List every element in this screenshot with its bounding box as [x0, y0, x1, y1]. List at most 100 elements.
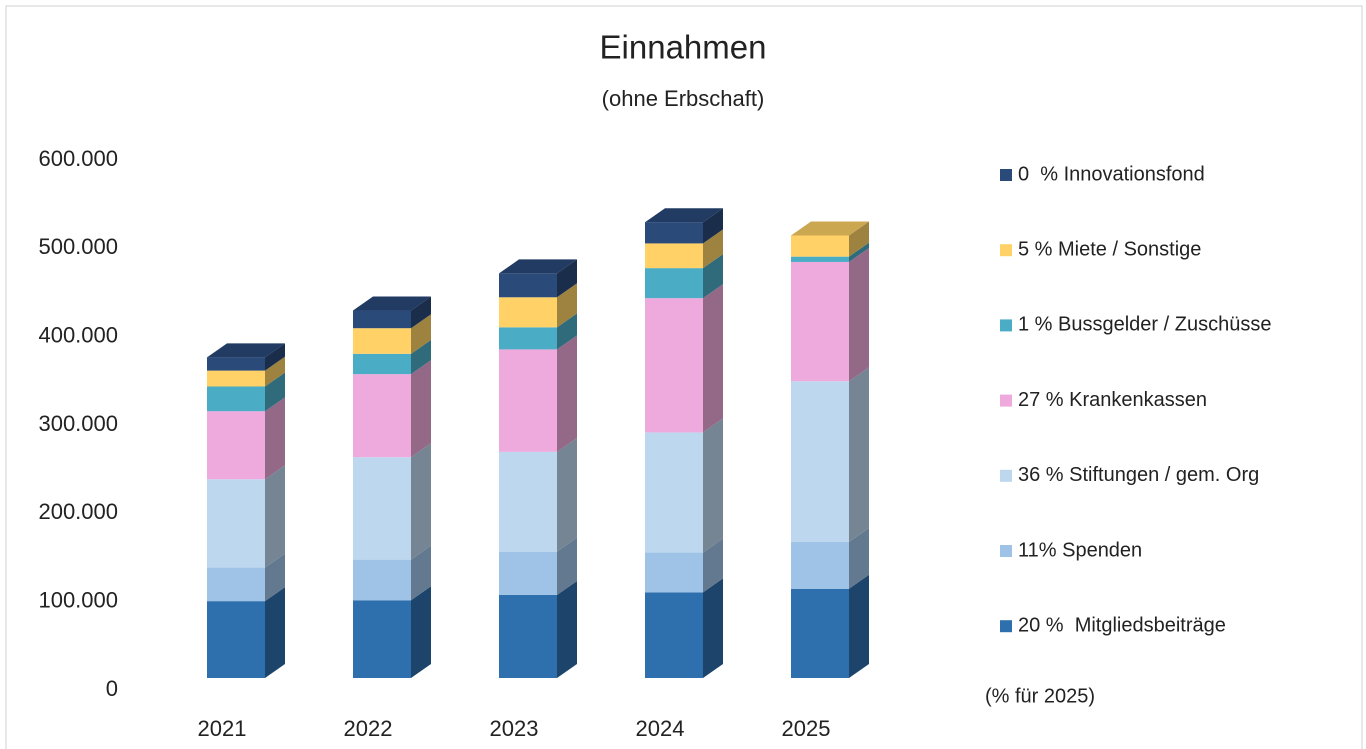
legend-note: (% für 2025) — [985, 685, 1095, 707]
bar-side — [703, 208, 723, 244]
bar-side — [411, 296, 431, 329]
bar-side — [411, 314, 431, 354]
bar-side — [703, 254, 723, 299]
y-tick-label: 200.000 — [38, 499, 118, 524]
bar-side — [703, 418, 723, 553]
bar-side — [411, 586, 431, 678]
bar-side — [849, 367, 869, 542]
bar-side — [849, 242, 869, 262]
bar-side — [557, 259, 577, 298]
bar-segment — [645, 432, 703, 553]
bar-side — [265, 343, 285, 371]
chart-subtitle: (ohne Erbschaft) — [602, 86, 765, 111]
x-tick-label: 2023 — [490, 716, 539, 741]
bar-top — [499, 259, 577, 274]
bar-segment — [207, 357, 265, 371]
legend-label: 1 % Bussgelder / Zuschüsse — [1018, 314, 1271, 336]
bar-side — [849, 574, 869, 678]
bar-segment — [791, 235, 849, 257]
y-tick-label: 600.000 — [38, 146, 118, 171]
y-tick-label: 400.000 — [38, 322, 118, 347]
x-tick-label: 2022 — [344, 716, 393, 741]
bar-top — [645, 208, 723, 223]
bar-side — [849, 527, 869, 589]
x-tick-label: 2025 — [782, 716, 831, 741]
bar-segment — [791, 256, 849, 262]
legend-swatch — [1000, 620, 1012, 633]
bar-side — [411, 339, 431, 375]
legend-label: 36 % Stiftungen / gem. Org — [1018, 464, 1259, 486]
bar-segment — [207, 601, 265, 678]
bar-side — [411, 545, 431, 601]
bar-side — [703, 538, 723, 593]
bar-side — [557, 537, 577, 595]
bar-side — [557, 437, 577, 552]
bar-side — [557, 335, 577, 452]
bar-segment — [353, 310, 411, 329]
legend-label: 27 % Krankenkassen — [1018, 389, 1207, 411]
bar-top — [791, 221, 869, 236]
bar-top — [353, 296, 431, 311]
bar-side — [411, 360, 431, 458]
legend-label: 5 % Miete / Sonstige — [1018, 238, 1201, 260]
bar-segment — [645, 243, 703, 269]
legend-label: 0 % Innovationsfond — [1018, 163, 1205, 185]
bar-segment — [791, 588, 849, 678]
bar-segment — [499, 551, 557, 595]
bar-segment — [499, 327, 557, 350]
bar-segment — [499, 297, 557, 328]
bar-segment — [353, 457, 411, 560]
bar-side — [265, 587, 285, 678]
bar-side — [265, 465, 285, 568]
bar-segment — [207, 479, 265, 568]
bar-segment — [791, 261, 849, 382]
bar-segment — [645, 552, 703, 593]
legend-swatch — [1000, 469, 1012, 482]
bar-segment — [353, 353, 411, 375]
bar-segment — [645, 222, 703, 244]
bar-side — [703, 578, 723, 678]
bar-side — [265, 397, 285, 480]
bar-side — [265, 372, 285, 412]
bar-segment — [645, 298, 703, 433]
bar-side — [557, 313, 577, 350]
bar-side — [703, 284, 723, 433]
bar-segment — [499, 451, 557, 552]
legend-label: 20 % Mitgliedsbeiträge — [1018, 614, 1226, 636]
bar-segment — [499, 594, 557, 678]
bar-side — [849, 247, 869, 382]
bar-segment — [499, 273, 557, 298]
bar-segment — [499, 349, 557, 452]
bar-segment — [207, 386, 265, 412]
y-tick-label: 300.000 — [38, 411, 118, 436]
bar-segment — [207, 370, 265, 387]
bar-side — [557, 580, 577, 678]
legend-swatch — [1000, 244, 1012, 257]
legend-swatch — [1000, 169, 1012, 181]
y-tick-label: 100.000 — [38, 587, 118, 612]
bar-segment — [353, 328, 411, 354]
bar-segment — [645, 268, 703, 299]
legend-swatch — [1000, 545, 1012, 557]
bar-side — [849, 221, 869, 257]
bar-segment — [353, 374, 411, 458]
bar-side — [411, 443, 431, 560]
x-tick-label: 2024 — [636, 716, 685, 741]
bar-side — [703, 229, 723, 269]
bar-segment — [207, 411, 265, 480]
legend-label: 11% Spenden — [1018, 539, 1142, 561]
bar-segment — [353, 559, 411, 601]
legend-swatch — [1000, 319, 1012, 332]
bar-segment — [645, 592, 703, 678]
y-tick-label: 500.000 — [38, 234, 118, 259]
bar-side — [265, 356, 285, 387]
bar-top — [207, 343, 285, 358]
bar-side — [557, 283, 577, 328]
x-tick-label: 2021 — [198, 716, 247, 741]
bar-segment — [207, 567, 265, 602]
bar-segment — [353, 600, 411, 678]
chart-frame — [5, 5, 1363, 749]
bar-segment — [791, 541, 849, 589]
bar-side — [265, 553, 285, 602]
